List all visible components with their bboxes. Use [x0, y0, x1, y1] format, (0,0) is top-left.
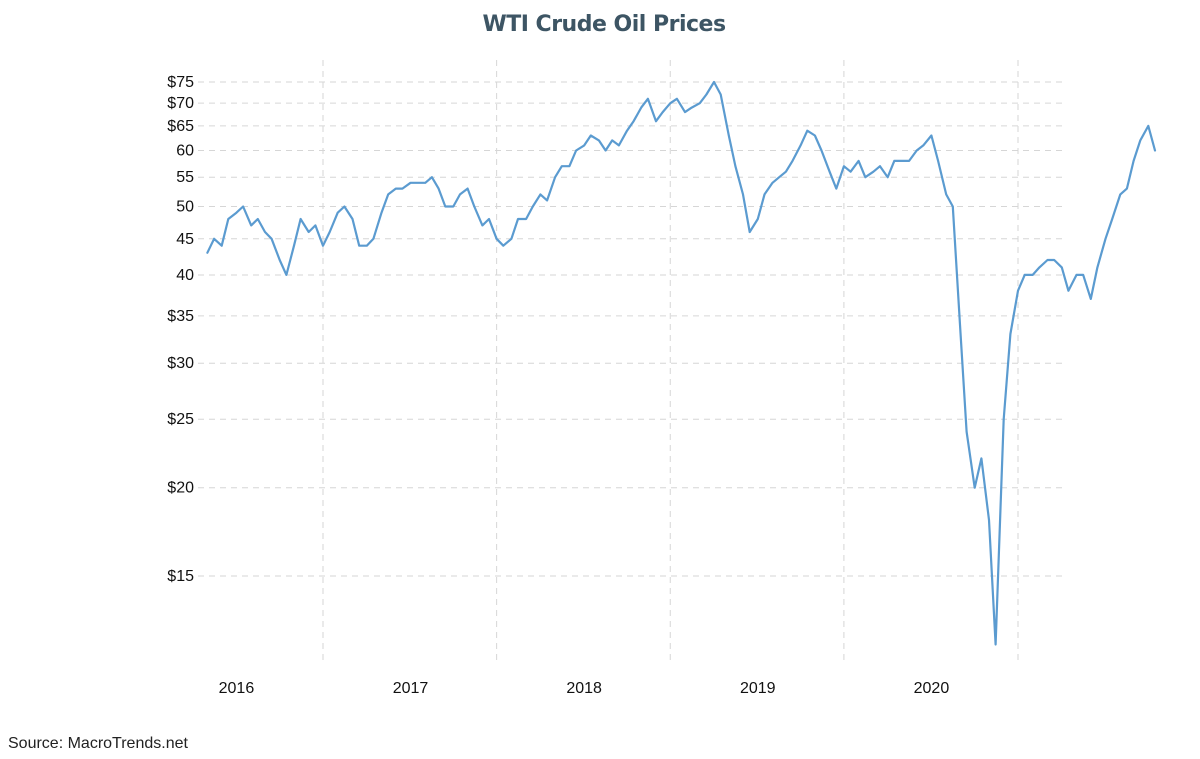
x-tick-label: 2020	[914, 680, 950, 697]
y-tick-label: 40	[176, 267, 194, 284]
y-tick-label: $25	[167, 411, 194, 428]
series-layer	[206, 80, 1157, 646]
y-tick-label: $65	[167, 118, 194, 135]
y-tick-label: $75	[167, 74, 194, 91]
y-tick-label: 55	[176, 169, 194, 186]
y-tick-label: $20	[167, 480, 194, 497]
y-tick-label: $15	[167, 568, 194, 585]
x-tick-label: 2016	[219, 680, 255, 697]
y-tick-label: $35	[167, 308, 194, 325]
y-tick-label: 60	[176, 142, 194, 159]
chart-title: WTI Crude Oil Prices	[482, 12, 726, 37]
y-axis-tick-labels: $15 $20 $25 $30 $35 40 45 50 55 60 $65 $70 $75	[167, 74, 194, 585]
x-tick-label: 2017	[393, 680, 429, 697]
series-line	[206, 80, 1157, 646]
x-axis-tick-labels: 2016 2017 2018 2019 2020	[219, 680, 950, 697]
y-tick-label: 45	[176, 231, 194, 248]
x-tick-label: 2018	[566, 680, 602, 697]
y-tick-label: 50	[176, 198, 194, 215]
x-tick-label: 2019	[740, 680, 776, 697]
y-tick-label: $30	[167, 355, 194, 372]
y-tick-label: $70	[167, 95, 194, 112]
source-note: Source: MacroTrends.net	[8, 735, 188, 752]
